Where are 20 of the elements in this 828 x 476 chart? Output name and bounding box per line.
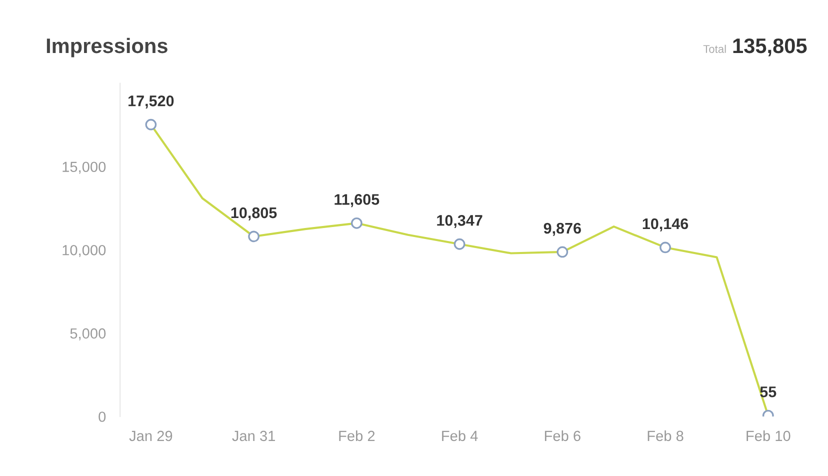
x-tick-label: Jan 31	[232, 430, 275, 442]
data-label: 10,347	[437, 215, 482, 228]
y-tick-label: 0	[98, 412, 106, 422]
data-label: 11,605	[334, 194, 380, 208]
data-label: 10,805	[231, 207, 277, 220]
text: Total	[703, 44, 726, 53]
x-tick-label: Feb 6	[544, 430, 580, 442]
data-label: 17,520	[128, 96, 174, 109]
y-tick-label: 5,000	[70, 328, 106, 340]
y-tick-label: 15,000	[62, 162, 106, 174]
chart-title: Impressions	[46, 38, 168, 58]
x-tick-label: Jan 29	[129, 430, 172, 442]
data-label: 10,146	[642, 218, 688, 232]
text: 135,805	[733, 38, 807, 56]
x-tick-label: Feb 2	[339, 430, 375, 442]
x-tick-label: Feb 4	[442, 430, 478, 442]
x-tick-label: Feb 10	[746, 430, 790, 442]
y-tick-label: 10,000	[62, 245, 106, 258]
data-label: 9,876	[544, 222, 581, 236]
x-tick-label: Feb 8	[648, 430, 684, 442]
